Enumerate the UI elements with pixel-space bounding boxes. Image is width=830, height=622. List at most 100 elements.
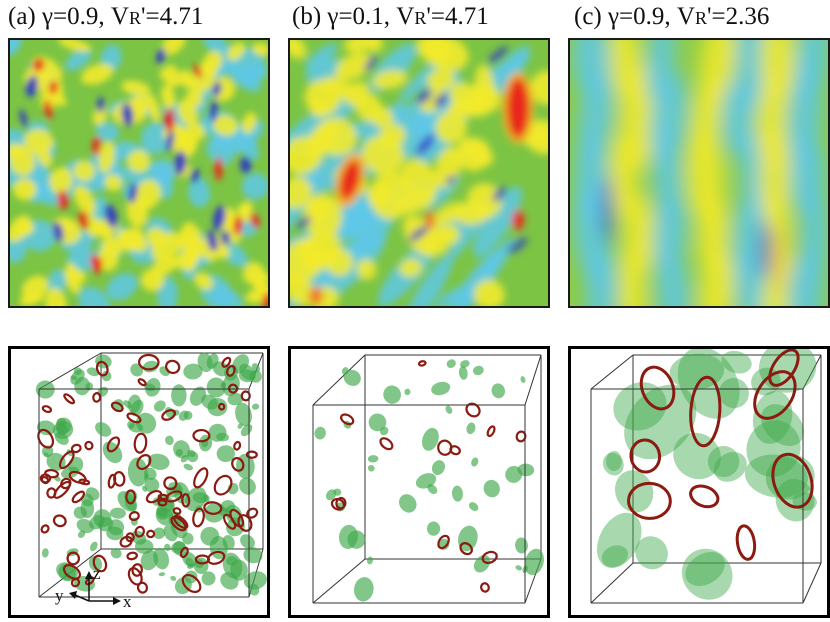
field-blob [512,210,524,230]
vortex-core [78,478,91,486]
isosurface [175,448,184,457]
field-blob [290,238,324,283]
vortex-core [465,402,481,418]
isosurface [206,377,226,398]
vortex-core [136,454,152,471]
field-blob [290,40,307,59]
field-blob [166,129,175,152]
field-blob [734,247,770,306]
vortex-core [110,401,124,413]
box-edge [802,562,822,604]
isosurface [353,577,374,602]
isosurface [468,502,479,511]
vortex-core [221,356,232,368]
field-blob [449,247,504,306]
vortex-core [70,577,81,588]
field-blob [400,159,439,201]
vortex-core [40,475,50,485]
isosurface [248,583,260,596]
isosurface [422,427,439,451]
isosurface [404,388,411,396]
field-blob [104,204,118,228]
isosurface [41,548,49,558]
vortex-core [330,498,346,511]
isosurface [243,571,267,590]
isosurface [240,424,253,437]
box-edge [590,354,634,390]
isosurface [713,452,747,482]
field-blob [438,224,460,245]
field-blob [227,42,246,61]
field-blob [344,40,376,54]
field-blob [699,246,735,306]
panel-a-isosurface-box: z x y [8,346,270,618]
field-blob [492,186,507,202]
field-blob [339,160,361,200]
field-blob [17,220,35,236]
isosurface [613,382,667,431]
field-blob [49,80,58,95]
vortex-core [84,576,95,586]
vortex-core [157,499,168,507]
field-blob [43,100,53,119]
box-edge [524,354,542,406]
isosurface [685,552,725,587]
isosurface [602,452,624,476]
isosurface [491,383,506,399]
vortex-core [58,450,75,470]
field-blob [213,205,226,231]
vortex-core [138,353,160,371]
field-blob [474,64,495,109]
isosurface [431,460,446,476]
isosurface [605,451,622,472]
panel-b-colormap [288,38,550,308]
field-blob [194,272,214,290]
vortex-core [226,364,236,377]
isosurface [367,455,379,463]
field-blob [603,176,613,244]
vortex-core [639,365,676,411]
isosurface [251,363,260,373]
isosurface [101,370,112,382]
field-blob [761,220,771,280]
field-blob [182,74,197,89]
isosurface [170,575,177,581]
isosurface [41,445,54,457]
isosurface [466,422,476,435]
field-blob [81,63,114,85]
axis-z-label: z [93,564,101,583]
isosurface [147,453,170,470]
isosurface [460,360,470,368]
vortex-core [161,409,177,421]
isosurface [206,353,219,369]
vortex-core [172,507,182,515]
field-blob [473,279,505,306]
isosurface [185,486,207,512]
vortex-core [126,551,138,561]
vortex-core [136,581,149,594]
field-blob [221,230,231,246]
isosurface [368,413,387,432]
axis-triad: z x y [55,564,132,611]
isosurface [85,382,94,391]
field-blob [141,268,165,292]
isosurface [77,530,86,538]
isosurface [515,565,523,571]
vortex-core [217,402,226,411]
field-blob [52,221,64,242]
field-blob [193,63,202,79]
vortex-core [335,496,347,510]
vortex-core [181,493,191,508]
panel-b-title: (b) γ=0.1, VR'=4.71 [292,3,489,30]
vortex-core [163,476,178,491]
field-blob [92,106,107,125]
isosurface [95,422,112,437]
field-blob [399,258,423,278]
isosurface [227,392,244,406]
isosurface [505,465,523,483]
field-blob [223,207,238,226]
field-blob [13,178,37,201]
field-blob [238,201,253,218]
vortex-core [125,489,137,505]
vortex-core [92,392,102,403]
